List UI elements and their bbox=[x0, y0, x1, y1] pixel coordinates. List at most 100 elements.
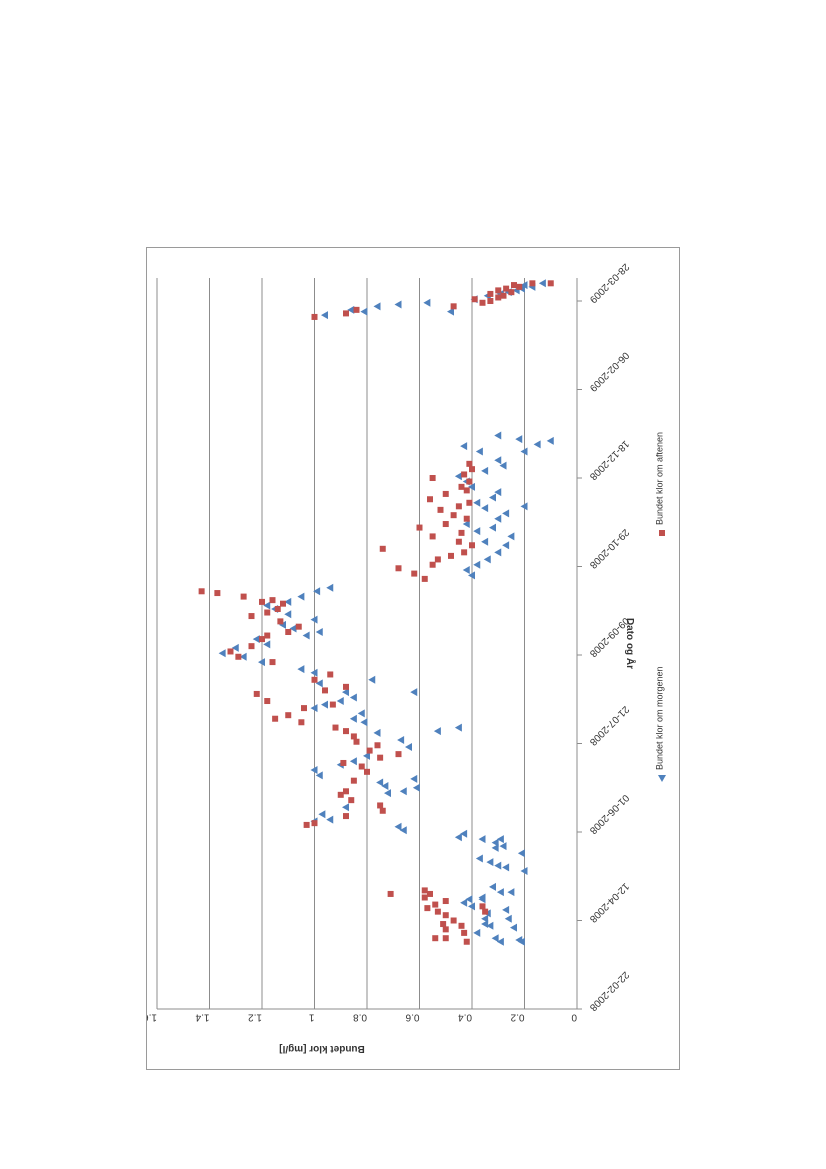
data-point-evening bbox=[450, 512, 457, 519]
data-point-evening bbox=[458, 529, 465, 536]
data-point-morning bbox=[520, 281, 528, 290]
data-point-morning bbox=[447, 307, 454, 316]
data-point-morning bbox=[483, 555, 491, 564]
legend-label-evening: Bundet klor om aftenen bbox=[654, 432, 664, 525]
y-tick-label: 0.2 bbox=[510, 1011, 524, 1022]
data-point-evening bbox=[461, 929, 468, 936]
data-point-evening bbox=[511, 282, 517, 289]
data-point-evening bbox=[458, 483, 465, 490]
data-point-morning bbox=[520, 447, 528, 456]
y-tick-label: 0.8 bbox=[353, 1011, 367, 1022]
data-point-evening bbox=[469, 542, 475, 549]
data-point-evening bbox=[353, 306, 360, 313]
data-point-morning bbox=[499, 842, 507, 851]
data-point-evening bbox=[487, 290, 494, 297]
data-point-morning bbox=[336, 697, 344, 706]
data-point-evening bbox=[303, 821, 310, 828]
y-tick-label: 0.4 bbox=[458, 1011, 472, 1022]
data-point-morning bbox=[460, 898, 468, 907]
data-point-morning bbox=[546, 436, 554, 445]
data-point-morning bbox=[489, 523, 496, 532]
data-point-evening bbox=[495, 287, 502, 294]
data-point-evening bbox=[240, 593, 247, 600]
data-point-morning bbox=[491, 934, 499, 943]
data-point-evening bbox=[421, 894, 428, 901]
data-point-morning bbox=[399, 787, 407, 796]
data-point-evening bbox=[442, 926, 449, 933]
data-point-morning bbox=[502, 905, 510, 914]
data-point-evening bbox=[529, 280, 536, 287]
data-point-morning bbox=[462, 566, 470, 575]
data-point-morning bbox=[318, 810, 326, 819]
data-point-evening bbox=[442, 912, 449, 919]
data-point-evening bbox=[377, 754, 384, 761]
data-point-morning bbox=[394, 300, 402, 309]
data-point-morning bbox=[289, 624, 297, 633]
data-point-evening bbox=[482, 908, 489, 915]
data-point-morning bbox=[496, 937, 504, 946]
data-point-morning bbox=[473, 527, 481, 536]
data-point-morning bbox=[520, 502, 528, 511]
data-point-evening bbox=[427, 496, 433, 503]
x-tick-label: 22-02-2008 bbox=[587, 969, 631, 1013]
data-point-evening bbox=[411, 570, 418, 577]
data-point-evening bbox=[547, 280, 554, 287]
data-point-morning bbox=[342, 688, 349, 697]
data-point-morning bbox=[397, 735, 405, 744]
data-point-evening bbox=[343, 788, 349, 795]
data-point-morning bbox=[231, 643, 239, 652]
data-point-evening bbox=[455, 503, 462, 510]
y-tick-label: 1.6 bbox=[147, 1011, 157, 1022]
data-point-evening bbox=[272, 715, 279, 722]
data-point-morning bbox=[310, 668, 318, 677]
data-point-morning bbox=[507, 888, 515, 897]
data-point-evening bbox=[440, 921, 447, 928]
data-point-evening bbox=[227, 648, 234, 655]
data-point-morning bbox=[349, 757, 357, 766]
data-point-evening bbox=[395, 751, 402, 758]
data-point-evening bbox=[421, 575, 428, 582]
data-point-evening bbox=[358, 763, 365, 770]
data-point-morning bbox=[347, 305, 355, 314]
data-point-evening bbox=[235, 653, 242, 660]
data-point-morning bbox=[376, 778, 384, 787]
data-point-evening bbox=[450, 917, 457, 924]
data-point-evening bbox=[343, 310, 349, 317]
data-point-morning bbox=[349, 714, 357, 723]
data-point-evening bbox=[285, 628, 292, 635]
data-point-morning bbox=[538, 279, 546, 288]
data-point-evening bbox=[269, 659, 276, 666]
data-point-evening bbox=[327, 671, 334, 678]
data-point-evening bbox=[421, 887, 428, 894]
data-point-evening bbox=[269, 597, 276, 604]
data-point-morning bbox=[504, 914, 512, 923]
data-point-morning bbox=[494, 514, 502, 523]
data-point-morning bbox=[342, 803, 349, 812]
data-point-morning bbox=[478, 893, 486, 902]
data-point-morning bbox=[410, 774, 418, 783]
data-point-morning bbox=[515, 435, 523, 444]
data-point-morning bbox=[494, 431, 502, 440]
data-point-morning bbox=[405, 743, 412, 752]
data-point-evening bbox=[463, 515, 470, 522]
data-point-evening bbox=[466, 499, 473, 506]
data-point-morning bbox=[517, 849, 525, 858]
data-point-morning bbox=[486, 921, 494, 930]
data-point-evening bbox=[350, 733, 357, 740]
data-point-evening bbox=[416, 524, 423, 531]
data-point-morning bbox=[373, 302, 381, 311]
data-point-morning bbox=[478, 835, 486, 844]
data-point-morning bbox=[510, 923, 517, 932]
data-point-morning bbox=[481, 920, 489, 929]
data-point-evening bbox=[466, 478, 473, 485]
data-point-evening bbox=[450, 303, 457, 310]
data-point-morning bbox=[297, 665, 305, 674]
data-point-evening bbox=[427, 890, 433, 897]
data-point-morning bbox=[502, 541, 510, 550]
x-tick-label: 28-03-2009 bbox=[587, 261, 631, 305]
data-point-evening bbox=[280, 600, 286, 607]
data-point-morning bbox=[499, 461, 507, 470]
data-point-morning bbox=[279, 620, 286, 629]
data-point-evening bbox=[432, 901, 439, 908]
data-point-evening bbox=[311, 676, 318, 683]
